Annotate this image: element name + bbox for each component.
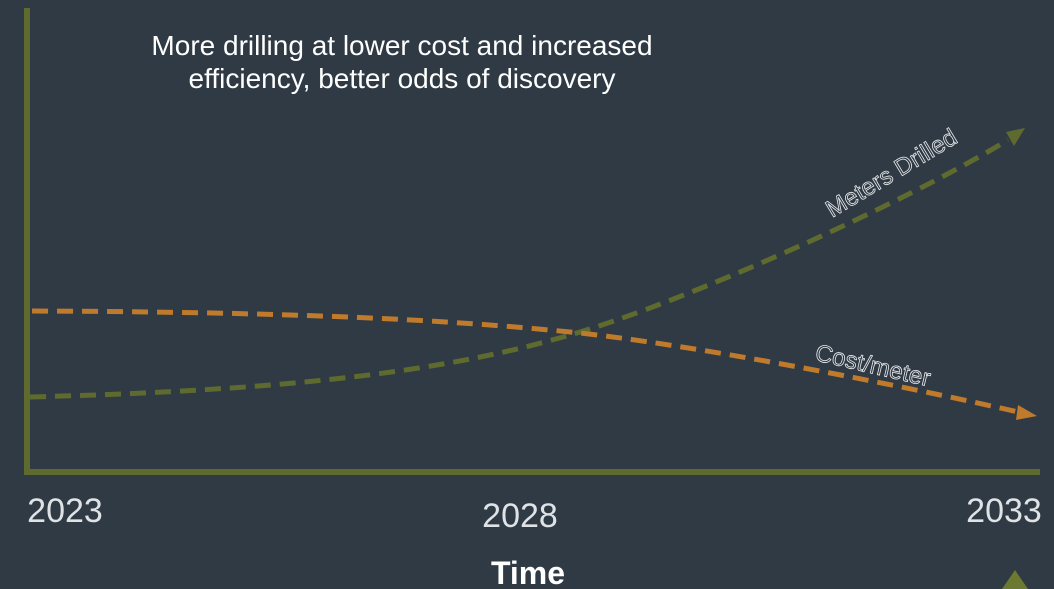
arrowhead: [1016, 405, 1037, 420]
x-tick-label: 2023: [27, 492, 103, 530]
title-line: efficiency, better odds of discovery: [189, 63, 616, 94]
x-axis-title: Time: [491, 555, 565, 589]
cost-curve: [31, 308, 1019, 415]
arrowhead: [1006, 128, 1025, 146]
x-tick-label: 2033: [966, 492, 1042, 530]
title-line: More drilling at lower cost and increase…: [151, 30, 652, 61]
x-tick-label: 2028: [482, 497, 558, 535]
corner-triangle: [1002, 570, 1028, 589]
